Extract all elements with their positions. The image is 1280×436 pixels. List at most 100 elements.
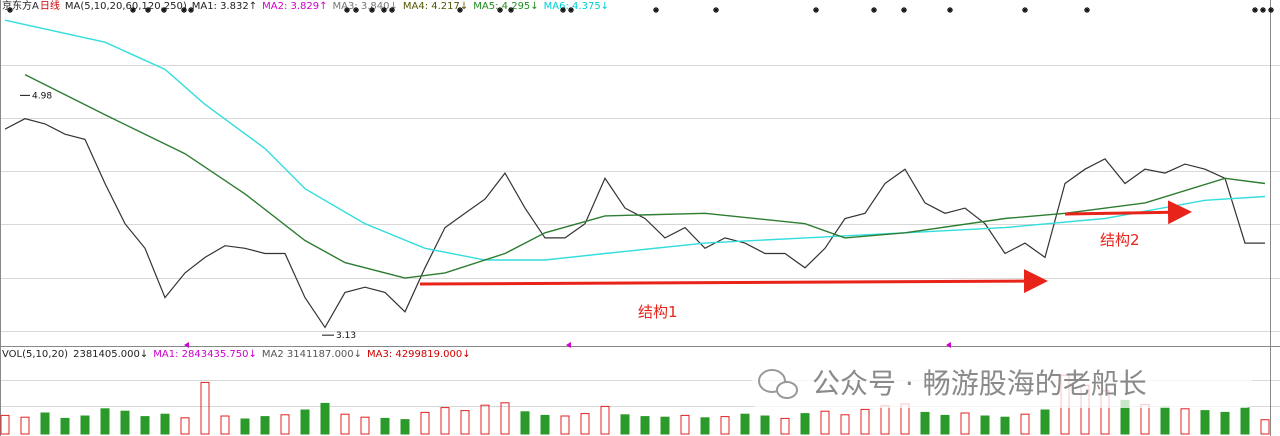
volume-bar	[400, 419, 410, 435]
price-header: 京东方A日线 MA(5,10,20,60,120,250) MA1: 3.832↑ M…	[2, 1, 619, 13]
volume-bar	[1200, 410, 1210, 435]
volume-bar	[1240, 407, 1250, 435]
volume-bar	[960, 412, 970, 435]
volume-bar	[120, 410, 130, 435]
volume-bar	[380, 417, 390, 435]
volume-bar	[820, 410, 830, 435]
volume-bar	[140, 416, 150, 435]
grid	[0, 65, 1280, 407]
event-marker	[7, 7, 13, 13]
ma-legend-entry: MA6: 4.375↓	[543, 1, 610, 12]
marks: 4.98 3.13	[0, 7, 1274, 435]
volume-bar	[1020, 413, 1030, 435]
stock-name: 京东方A	[2, 1, 39, 12]
high-label: 4.98	[32, 91, 52, 101]
event-marker	[508, 7, 514, 13]
volume-bar	[980, 415, 990, 435]
volume-bar	[220, 415, 230, 435]
volume-bar	[100, 408, 110, 435]
price-line	[4, 118, 1265, 329]
volume-bar	[160, 413, 170, 435]
volume-bar	[340, 413, 350, 435]
volume-bar	[500, 402, 510, 435]
period-marker	[566, 342, 571, 348]
volume-bar	[680, 414, 690, 435]
ma-legend-entry: MA3: 3.840↓	[332, 1, 398, 12]
vol-value: 2381405.000↓	[73, 349, 149, 360]
event-marker	[1084, 7, 1090, 13]
event-marker	[813, 7, 819, 13]
event-marker	[161, 7, 167, 13]
volume-bar	[700, 417, 710, 435]
structure1-label: 结构1	[638, 303, 678, 321]
volume-bar	[920, 411, 930, 435]
event-marker	[871, 7, 877, 13]
ma-legend-entry: MA1: 3.832↑	[191, 1, 258, 12]
event-marker	[1022, 7, 1028, 13]
vol-legend: MA1: 2843435.750↓ MA2 3141187.000↓ MA3: 42…	[153, 349, 475, 360]
event-marker	[130, 7, 136, 13]
volume-bar	[740, 413, 750, 435]
volume-bar	[260, 416, 270, 435]
event-marker	[353, 7, 359, 13]
event-marker	[947, 7, 953, 13]
volume-bar	[20, 416, 30, 435]
volume-bar	[280, 414, 290, 435]
vol-params: VOL(5,10,20)	[2, 349, 69, 360]
event-marker	[145, 7, 151, 13]
event-marker	[1252, 7, 1258, 13]
volume-bar	[80, 415, 90, 435]
volume-bar	[480, 404, 490, 435]
ma-legend-entry: MA4: 4.217↓	[402, 1, 469, 12]
ma-line	[4, 19, 1266, 261]
volume-bar	[580, 413, 590, 435]
event-marker	[344, 7, 350, 13]
volume-bar	[660, 416, 670, 435]
event-marker	[457, 7, 463, 13]
volume-bar	[40, 412, 50, 435]
volume-bar	[600, 405, 610, 435]
volume-bar	[60, 417, 70, 435]
volume-bar	[560, 415, 570, 435]
volume-bar	[900, 403, 910, 435]
volume-bar	[420, 411, 430, 435]
vol-legend-entry: MA1: 2843435.750↓	[153, 349, 257, 360]
event-marker	[901, 7, 907, 13]
volume-header: VOL(5,10,20) 2381405.000↓ MA1: 2843435.750…	[2, 349, 481, 361]
structure2-arrow	[1064, 200, 1192, 225]
period-marker	[946, 342, 951, 348]
event-marker	[568, 7, 574, 13]
volume-bar	[620, 414, 630, 435]
event-marker	[497, 7, 503, 13]
volume-bar	[640, 416, 650, 435]
period-marker	[184, 342, 189, 348]
volume-bar	[1160, 406, 1170, 435]
event-marker	[1268, 7, 1274, 13]
structure2-label: 结构2	[1100, 231, 1140, 249]
volume-bar	[200, 381, 210, 435]
volume-bar	[800, 413, 810, 435]
volume-bar	[720, 416, 730, 435]
volume-bar	[460, 410, 470, 435]
volume-bar	[540, 414, 550, 435]
volume-bar	[1000, 416, 1010, 435]
volume-bar	[1260, 419, 1270, 435]
event-marker	[181, 7, 187, 13]
volume-bar	[440, 407, 450, 435]
structure1-arrow	[419, 269, 1048, 294]
event-marker	[381, 7, 387, 13]
volume-bar	[360, 416, 370, 435]
event-marker	[369, 7, 375, 13]
volume-bar	[860, 408, 870, 435]
event-marker	[188, 7, 194, 13]
volume-bar	[320, 402, 330, 435]
volume-bar	[780, 417, 790, 435]
vol-legend-entry: MA3: 4299819.000↓	[367, 349, 471, 360]
event-marker	[560, 7, 566, 13]
volume-bar	[240, 418, 250, 435]
ma-params: MA(5,10,20,60,120,250)	[64, 1, 187, 12]
volume-bar	[1180, 408, 1190, 435]
volume-bar	[1220, 411, 1230, 435]
volume-bar	[300, 409, 310, 435]
